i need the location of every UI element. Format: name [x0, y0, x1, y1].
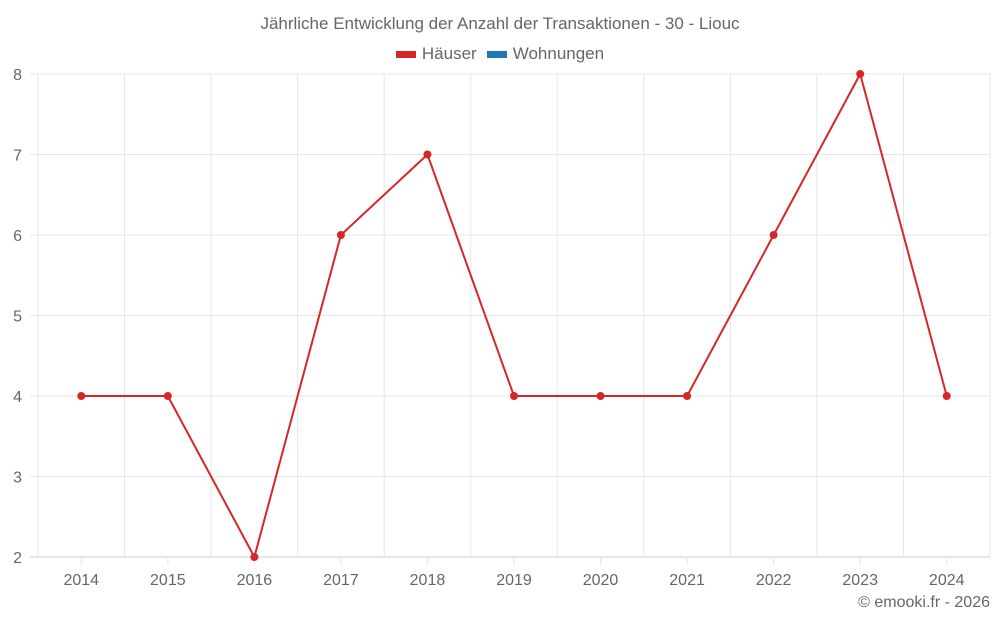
y-tick-label: 6 [13, 228, 22, 245]
data-point[interactable] [856, 70, 865, 78]
x-tick-label: 2020 [583, 572, 619, 589]
x-tick-label: 2015 [150, 572, 186, 589]
legend-item-wohnungen[interactable]: Wohnungen [486, 44, 605, 64]
legend-item-haeuser[interactable]: Häuser [395, 44, 477, 64]
legend: Häuser Wohnungen [0, 44, 1000, 64]
y-tick-label: 3 [13, 470, 22, 487]
data-point[interactable] [77, 392, 86, 400]
y-tick-label: 2 [13, 550, 22, 567]
x-tick-label: 2021 [669, 572, 705, 589]
x-tick-label: 2019 [496, 572, 532, 589]
data-point[interactable] [423, 150, 432, 159]
chart-title: Jährliche Entwicklung der Anzahl der Tra… [260, 14, 740, 33]
data-point[interactable] [596, 392, 605, 400]
x-tick-label: 2024 [929, 572, 965, 589]
x-tick-label: 2016 [237, 572, 273, 589]
legend-swatch-wohnungen-icon [486, 50, 507, 58]
x-tick-label: 2023 [842, 572, 878, 589]
y-tick-label: 8 [13, 67, 22, 84]
data-point[interactable] [510, 392, 518, 400]
data-point[interactable] [683, 392, 692, 400]
data-point[interactable] [336, 231, 345, 239]
y-tick-label: 4 [13, 389, 22, 406]
y-tick-label: 5 [13, 309, 22, 326]
x-tick-label: 2022 [756, 572, 792, 589]
x-tick-label: 2017 [323, 572, 359, 589]
data-point[interactable] [942, 392, 951, 400]
credit-text: © emooki.fr - 2026 [858, 594, 990, 611]
data-point[interactable] [769, 231, 778, 239]
y-tick-label: 7 [13, 148, 22, 165]
legend-label: Wohnungen [512, 44, 605, 63]
x-tick-label: 2014 [63, 572, 99, 589]
data-point[interactable] [163, 392, 172, 400]
x-tick-label: 2018 [410, 572, 446, 589]
data-point[interactable] [250, 553, 259, 561]
legend-swatch-haeuser-icon [395, 50, 416, 58]
legend-label: Häuser [421, 44, 477, 63]
